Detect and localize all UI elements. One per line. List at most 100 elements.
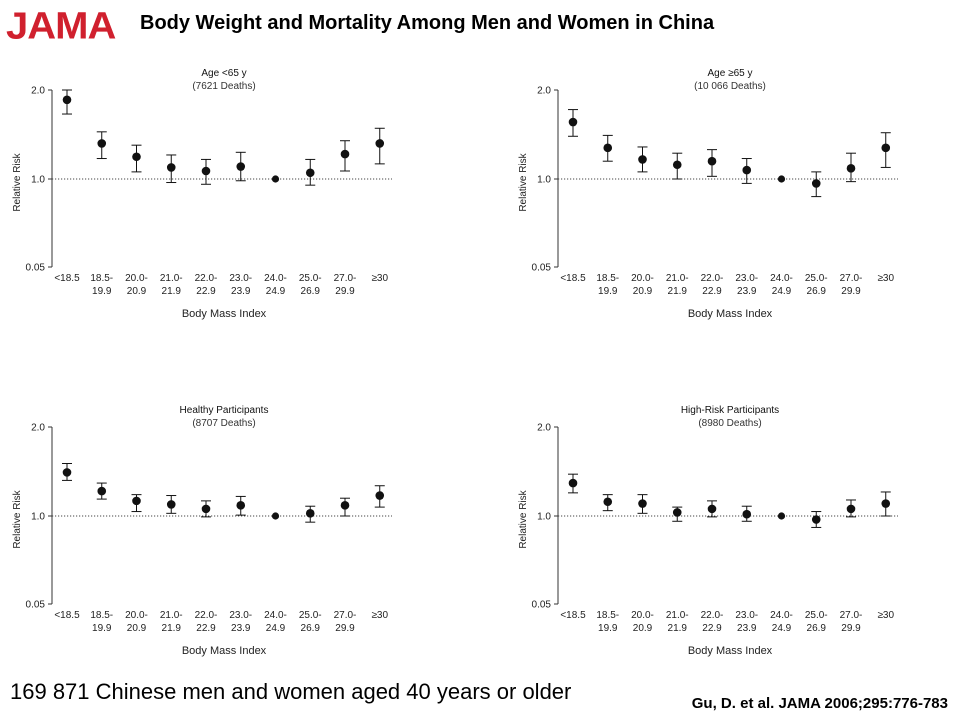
panel-title: Age ≥65 y: [708, 68, 753, 79]
chart-panel-age-65-plus: Age ≥65 y (10 066 Deaths) 2.0 1.0 0.05 Relati…: [506, 62, 926, 330]
data-point: [340, 501, 350, 510]
data-point: [132, 152, 141, 162]
x-tick-label: <18.5: [54, 610, 80, 621]
x-tick-label: 25.0-: [805, 610, 828, 621]
x-tick-label: 22.0-: [195, 273, 218, 284]
x-tick-label: 25.0-: [299, 610, 322, 621]
x-tick-label: 22.9: [702, 623, 722, 634]
chart-panel-age-under-65: Age <65 y (7621 Deaths) 2.0 1.0 0.05 Relative…: [0, 62, 420, 330]
x-tick-label: 22.9: [196, 286, 216, 297]
x-tick-label: 20.0-: [631, 273, 654, 284]
panel-subtitle: (8980 Deaths): [698, 418, 761, 429]
x-tick-label: ≥30: [877, 610, 894, 621]
x-tick-label: 21.0-: [160, 610, 183, 621]
x-tick-label: 20.0-: [125, 273, 148, 284]
x-tick-label: 21.9: [668, 623, 688, 634]
data-point: [375, 491, 385, 500]
slide-title: Body Weight and Mortality Among Men and …: [140, 12, 715, 34]
data-point: [846, 504, 856, 514]
x-tick-label: 24.9: [772, 286, 792, 297]
data-point: [166, 500, 176, 509]
x-axis-label: Body Mass Index: [688, 645, 773, 657]
y-axis-label: Relative Risk: [518, 152, 529, 211]
x-tick-label: 26.9: [301, 286, 321, 297]
panel-subtitle: (8707 Deaths): [192, 418, 255, 429]
x-tick-label: 22.0-: [701, 610, 724, 621]
x-tick-label: 24.0-: [770, 273, 793, 284]
x-tick-label: 22.9: [702, 286, 722, 297]
y-tick-label: 1.0: [537, 512, 551, 523]
x-tick-label: 23.9: [737, 623, 757, 634]
x-tick-label: 26.9: [807, 623, 827, 634]
x-tick-label: 20.9: [633, 623, 653, 634]
x-tick-label: ≥30: [371, 610, 388, 621]
x-tick-label: 22.0-: [195, 610, 218, 621]
x-tick-label: 20.0-: [631, 610, 654, 621]
data-point: [811, 515, 821, 524]
y-tick-label: 1.0: [31, 512, 45, 523]
y-tick-label: 2.0: [31, 86, 45, 97]
data-point: [62, 95, 72, 105]
x-tick-label: 20.9: [127, 286, 147, 297]
x-tick-label: 19.9: [598, 286, 618, 297]
y-tick-label: 0.05: [532, 263, 552, 274]
y-tick-label: 1.0: [31, 175, 45, 186]
y-tick-label: 1.0: [537, 175, 551, 186]
data-point: [846, 164, 856, 173]
x-tick-label: 24.9: [772, 623, 792, 634]
x-tick-label: 26.9: [301, 623, 321, 634]
x-tick-label: 29.9: [841, 623, 861, 634]
citation: Gu, D. et al. JAMA 2006;295:776-783: [691, 695, 948, 712]
x-tick-label: 18.5-: [90, 273, 113, 284]
chart-svg: Age ≥65 y (10 066 Deaths) 2.0 1.0 0.05 Relati…: [518, 68, 898, 320]
x-tick-label: 24.0-: [264, 610, 287, 621]
x-tick-label: 25.0-: [299, 273, 322, 284]
x-axis-label: Body Mass Index: [688, 308, 773, 320]
x-tick-label: 23.9: [231, 623, 251, 634]
data-point: [132, 496, 141, 506]
y-axis-label: Relative Risk: [12, 152, 23, 211]
data-point: [603, 143, 613, 153]
y-axis-label: Relative Risk: [12, 489, 23, 548]
x-tick-label: 24.9: [266, 623, 286, 634]
data-point: [638, 155, 647, 164]
x-tick-label: 20.9: [127, 623, 147, 634]
x-tick-label: 21.9: [668, 286, 688, 297]
x-tick-label: 25.0-: [805, 273, 828, 284]
x-tick-label: ≥30: [371, 273, 388, 284]
x-tick-label: 20.9: [633, 286, 653, 297]
x-tick-label: 18.5-: [90, 610, 113, 621]
data-point: [97, 139, 107, 148]
data-point: [305, 168, 315, 178]
x-tick-label: ≥30: [877, 273, 894, 284]
data-point: [236, 162, 246, 171]
data-point: [811, 179, 821, 188]
x-tick-label: <18.5: [560, 610, 586, 621]
data-point: [777, 512, 786, 520]
x-tick-label: 21.0-: [666, 610, 689, 621]
data-point: [881, 143, 891, 153]
study-population-note: 169 871 Chinese men and women aged 40 ye…: [10, 679, 572, 704]
data-point: [201, 166, 211, 176]
x-tick-label: 23.0-: [229, 273, 252, 284]
data-point: [707, 156, 717, 166]
chart-svg: Healthy Participants (8707 Deaths) 2.0 1.0 0…: [12, 405, 392, 657]
data-point: [568, 117, 578, 127]
y-tick-label: 2.0: [537, 86, 551, 97]
panel-title: High-Risk Participants: [681, 405, 779, 416]
x-tick-label: 23.9: [737, 286, 757, 297]
data-point: [742, 165, 752, 175]
x-tick-label: 19.9: [92, 286, 112, 297]
x-tick-label: 21.0-: [666, 273, 689, 284]
y-tick-label: 2.0: [31, 423, 45, 434]
data-point: [375, 139, 385, 148]
x-tick-label: 23.9: [231, 286, 251, 297]
panel-title: Age <65 y: [201, 68, 246, 79]
y-tick-label: 0.05: [532, 600, 552, 611]
chart-svg: High-Risk Participants (8980 Deaths) 2.0 1.…: [518, 405, 898, 657]
x-tick-label: 27.0-: [840, 273, 863, 284]
panel-title: Healthy Participants: [180, 405, 269, 416]
x-tick-label: 22.9: [196, 623, 216, 634]
x-tick-label: 24.0-: [770, 610, 793, 621]
x-tick-label: 27.0-: [840, 610, 863, 621]
